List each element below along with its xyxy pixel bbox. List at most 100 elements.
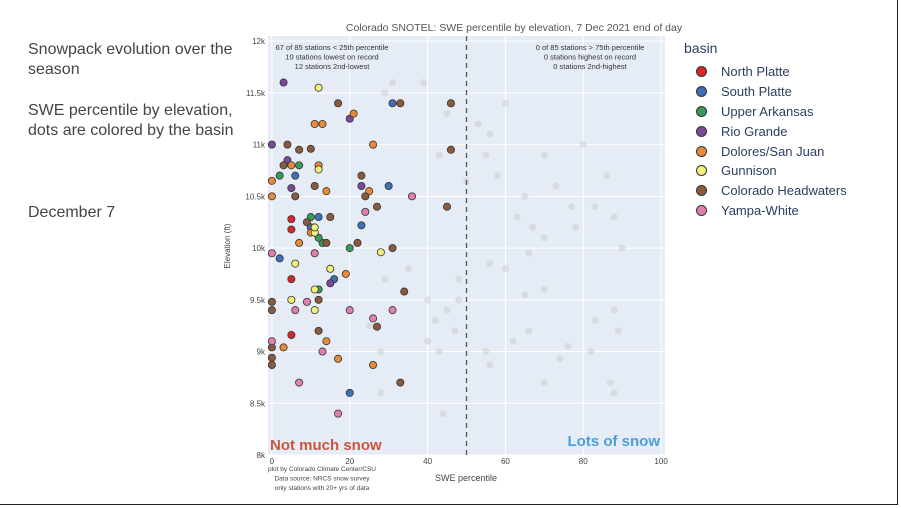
not-much-snow-label: Not much snow [270,437,382,454]
faded-point [420,79,428,87]
faded-point [501,99,509,107]
data-point [345,388,354,397]
data-point [291,259,300,268]
data-point [287,330,296,339]
data-point [345,306,354,315]
faded-point [610,213,618,221]
legend-item[interactable]: South Platte [684,82,847,102]
legend-item[interactable]: Colorado Headwaters [684,181,847,201]
faded-point [509,337,517,345]
chart-title: Colorado SNOTEL: SWE percentile by eleva… [346,22,683,34]
faded-point [540,379,548,387]
legend-item[interactable]: Dolores/San Juan [684,141,847,161]
data-point [287,275,296,284]
data-point [267,249,276,258]
data-point [318,119,327,128]
faded-point [424,337,432,345]
faded-point [591,203,599,211]
right-stat-text: 0 of 85 stations > 75th percentile [536,43,645,52]
legend-item[interactable]: Rio Grande [684,121,847,141]
data-point [384,182,393,191]
faded-point [377,348,385,356]
data-point [349,109,358,118]
x-axis-label: SWE percentile [435,473,497,483]
legend-swatch [696,165,707,177]
y-tick-label: 11k [253,141,266,150]
data-point [295,378,304,387]
data-point [302,218,311,227]
faded-point [614,327,622,335]
legend-swatch [696,105,707,117]
data-point [322,238,331,247]
credit-text: Data source: NRCS snow survey [274,476,370,483]
left-stat-text: 12 stations 2nd-lowest [295,62,371,71]
faded-point [571,223,579,231]
legend-label: Yampa-White [721,202,799,218]
faded-point [443,306,451,314]
faded-point [525,327,533,335]
data-point [267,192,276,201]
data-point [279,78,288,87]
legend-item[interactable]: Yampa-White [684,201,847,221]
data-point [310,285,319,294]
data-point [322,187,331,196]
faded-point [443,110,451,118]
faded-point [435,348,443,356]
data-point [287,225,296,234]
faded-point [455,275,463,283]
data-point [388,99,397,108]
data-point [318,347,327,356]
faded-point [404,265,412,273]
y-tick-label: 10.5k [245,192,266,201]
data-point [287,161,296,170]
x-tick-label: 20 [345,457,354,466]
data-point [388,244,397,253]
data-point [295,238,304,247]
faded-point [513,213,521,221]
data-point [361,207,370,216]
x-tick-label: 40 [423,457,432,466]
left-stat-text: 10 stations lowest on record [285,53,378,62]
data-point [326,213,335,222]
data-point [345,244,354,253]
right-stat-text: 0 stations 2nd-highest [553,62,627,71]
faded-point [381,275,389,283]
data-point [353,238,362,247]
legend-item[interactable]: North Platte [684,62,847,82]
data-point [306,144,315,153]
data-point [341,269,350,278]
faded-point [424,296,432,304]
faded-point [381,89,389,97]
faded-point [607,379,615,387]
x-tick-label: 0 [270,457,275,466]
data-point [400,287,409,296]
data-point [334,354,343,363]
faded-point [591,317,599,325]
faded-point [556,355,564,363]
legend-swatch [696,66,707,78]
data-point [361,192,370,201]
right-stat-text: 0 stations highest on record [544,53,636,62]
data-point [287,215,296,224]
faded-point [552,182,560,190]
faded-point [365,322,373,330]
data-point [334,99,343,108]
faded-point [603,172,611,180]
data-point [446,145,455,154]
y-tick-label: 8.5k [250,399,266,408]
legend-item[interactable]: Upper Arkansas [684,102,847,122]
left-stat-text: 67 of 85 stations < 25th percentile [276,43,389,52]
faded-point [610,389,618,397]
data-point [275,171,284,180]
legend-items: North Platte South Platte Upper Arkansas Ri… [684,62,847,220]
data-point [443,202,452,211]
faded-point [564,342,572,350]
faded-point [521,192,529,200]
data-point [357,171,366,180]
data-point [302,297,311,306]
faded-point [540,151,548,159]
legend-item[interactable]: Gunnison [684,161,847,181]
x-tick-label: 80 [579,457,588,466]
faded-point [610,306,618,314]
